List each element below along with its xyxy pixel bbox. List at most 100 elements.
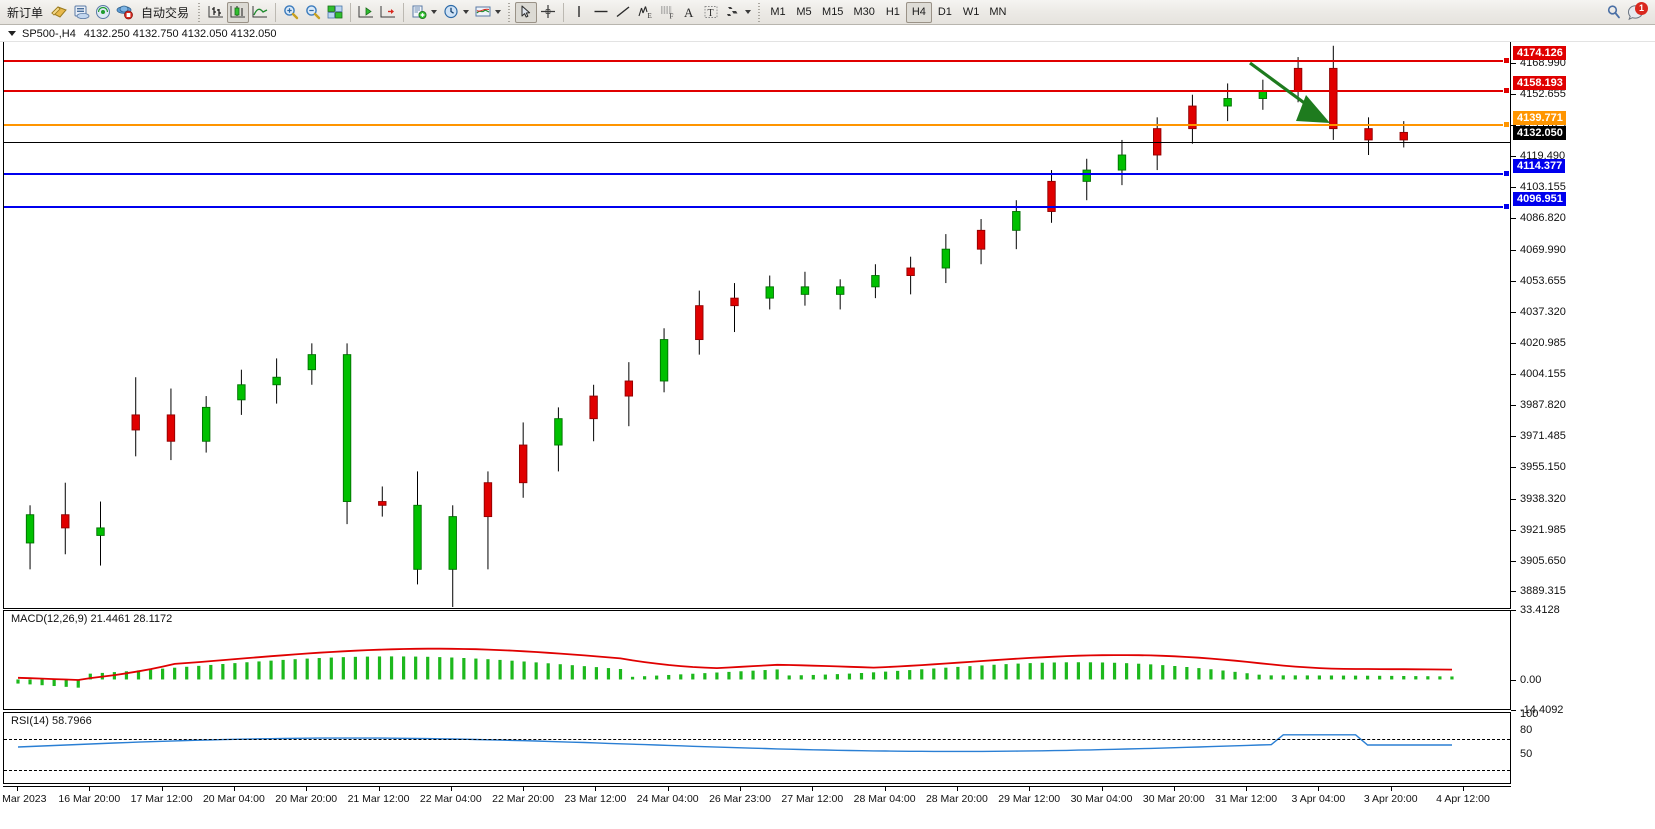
elliott-wave-icon[interactable]: E (634, 2, 656, 23)
text-icon[interactable]: A (678, 2, 700, 23)
new-order-button[interactable]: 新订单 (2, 1, 48, 24)
last-price-line (4, 142, 1510, 143)
period-separator-icon[interactable] (440, 2, 462, 23)
value-axis-label: 3889.315 (1520, 585, 1566, 598)
pivot-line[interactable] (4, 121, 1510, 128)
value-axis[interactable]: 4168.9904152.6554135.8254119.4904103.155… (1511, 42, 1655, 784)
bar-chart-icon[interactable] (205, 2, 227, 23)
candlestick-chart-icon[interactable] (227, 1, 250, 23)
chart-body: MACD(12,26,9) 21.4461 28.1172 RSI(14) 58… (0, 29, 1655, 829)
candle-body (800, 286, 810, 295)
candle-body (518, 444, 528, 484)
macd-axis-label: 0.00 (1520, 673, 1542, 686)
pivot-price-tag[interactable]: 4139.771 (1513, 111, 1566, 126)
resistance-line-1[interactable] (4, 57, 1510, 64)
zoom-out-icon[interactable] (302, 2, 324, 23)
resistance-line-2[interactable] (4, 87, 1510, 94)
vertical-line-icon[interactable] (568, 2, 590, 23)
time-axis-tick (523, 787, 525, 791)
horizontal-line-icon[interactable] (590, 2, 612, 23)
pivot-line-handle[interactable] (1503, 121, 1510, 128)
time-axis-tick (595, 787, 597, 791)
toolbar-grip-1[interactable] (197, 2, 203, 22)
support-line-1-handle[interactable] (1503, 170, 1510, 177)
tile-windows-icon[interactable] (324, 2, 346, 23)
theme-icon[interactable] (48, 2, 70, 23)
line-chart-icon[interactable] (249, 2, 271, 23)
support-price-tag[interactable]: 4114.377 (1513, 159, 1566, 174)
crosshair-icon[interactable] (537, 2, 559, 23)
last-price-tag[interactable]: 4132.050 (1513, 125, 1566, 140)
price-pane[interactable] (3, 42, 1511, 609)
terminal-icon[interactable] (70, 2, 92, 23)
resistance-line-1-handle[interactable] (1503, 57, 1510, 64)
shapes-icon[interactable] (722, 2, 744, 23)
shapes-dropdown-icon[interactable] (745, 10, 752, 14)
cursor-icon[interactable] (515, 1, 538, 23)
new-order-label: 新订单 (7, 5, 44, 20)
timeframe-m5[interactable]: M5 (796, 6, 812, 18)
resistance-price-tag[interactable]: 4158.193 (1513, 76, 1566, 91)
value-axis-label: 3971.485 (1520, 430, 1566, 443)
templates-icon[interactable] (472, 2, 494, 23)
fibonacci-icon[interactable]: F (656, 2, 678, 23)
timeframe-m1[interactable]: M1 (770, 6, 786, 18)
time-axis-label: 23 Mar 12:00 (564, 793, 627, 805)
time-axis[interactable]: 16 Mar 2023 16 Mar 20:00 17 Mar 12:00 20 Ma… (0, 786, 1511, 828)
resistance-price-tag[interactable]: 4174.126 (1513, 46, 1566, 61)
main-toolbar: 新订单 (0, 0, 1655, 25)
timeframe-w1[interactable]: W1 (962, 6, 980, 18)
templates-dropdown-icon[interactable] (495, 10, 502, 14)
trendline-icon[interactable] (612, 2, 634, 23)
search-icon[interactable] (1603, 2, 1625, 23)
time-axis-label: 3 Apr 20:00 (1363, 793, 1418, 805)
signal-icon[interactable] (92, 2, 114, 23)
down-arrow-annotation-icon[interactable] (1244, 57, 1344, 137)
chart-shift-icon[interactable] (377, 2, 399, 23)
rsi-line (17, 734, 1452, 753)
time-axis-label: 31 Mar 12:00 (1215, 793, 1278, 805)
value-axis-label: 3955.150 (1520, 460, 1566, 473)
candle-body (1012, 211, 1021, 231)
toolbar-grip-2[interactable] (507, 2, 513, 22)
support-price-tag[interactable]: 4096.951 (1513, 191, 1566, 206)
svg-text:F: F (670, 13, 674, 21)
value-axis-label: 4020.985 (1520, 336, 1566, 349)
candle-body (1188, 105, 1197, 130)
macd-axis-label: -14.4092 (1520, 704, 1564, 716)
resistance-line-2-handle[interactable] (1503, 87, 1510, 94)
autotrade-icon[interactable] (114, 2, 136, 23)
macd-signal-line (17, 647, 1453, 681)
time-axis-label: 3 Apr 04:00 (1291, 793, 1346, 805)
rsi-pane[interactable]: RSI(14) 58.7966 (3, 712, 1511, 784)
timeframe-m30[interactable]: M30 (853, 6, 875, 18)
timeframe-m15[interactable]: M15 (822, 6, 844, 18)
macd-pane[interactable]: MACD(12,26,9) 21.4461 28.1172 (3, 610, 1511, 710)
timeframe-h4[interactable]: H4 (905, 1, 932, 23)
timeframe-mn[interactable]: MN (989, 6, 1007, 18)
add-indicator-icon[interactable] (408, 2, 430, 23)
timeframe-d1[interactable]: D1 (937, 6, 952, 18)
timeframe-h1[interactable]: H1 (885, 6, 900, 18)
support-line-2-handle[interactable] (1503, 203, 1510, 210)
support-line-2[interactable] (4, 203, 1510, 210)
candle-body (695, 305, 704, 341)
support-line-1[interactable] (4, 170, 1510, 177)
text-label-icon[interactable]: T (700, 2, 722, 23)
time-axis-label: 16 Mar 20:00 (58, 793, 121, 805)
autotrade-label: 自动交易 (141, 5, 190, 20)
candle-body (307, 354, 317, 371)
period-dropdown-icon[interactable] (463, 10, 470, 14)
time-axis-tick (306, 787, 308, 791)
rsi-axis-label: 50 (1520, 748, 1533, 760)
zoom-in-icon[interactable] (280, 2, 302, 23)
add-indicator-dropdown-icon[interactable] (431, 10, 438, 14)
value-axis-tick (1511, 218, 1516, 220)
auto-scroll-icon[interactable] (355, 2, 377, 23)
chart-menu-chevron-down-icon[interactable] (8, 31, 16, 36)
time-axis-label: 22 Mar 20:00 (492, 793, 555, 805)
notifications-icon[interactable]: 1 (1625, 1, 1648, 23)
toolbar-grip-3[interactable] (757, 2, 763, 22)
autotrade-button[interactable]: 自动交易 (136, 1, 194, 24)
candle-body (61, 514, 70, 529)
